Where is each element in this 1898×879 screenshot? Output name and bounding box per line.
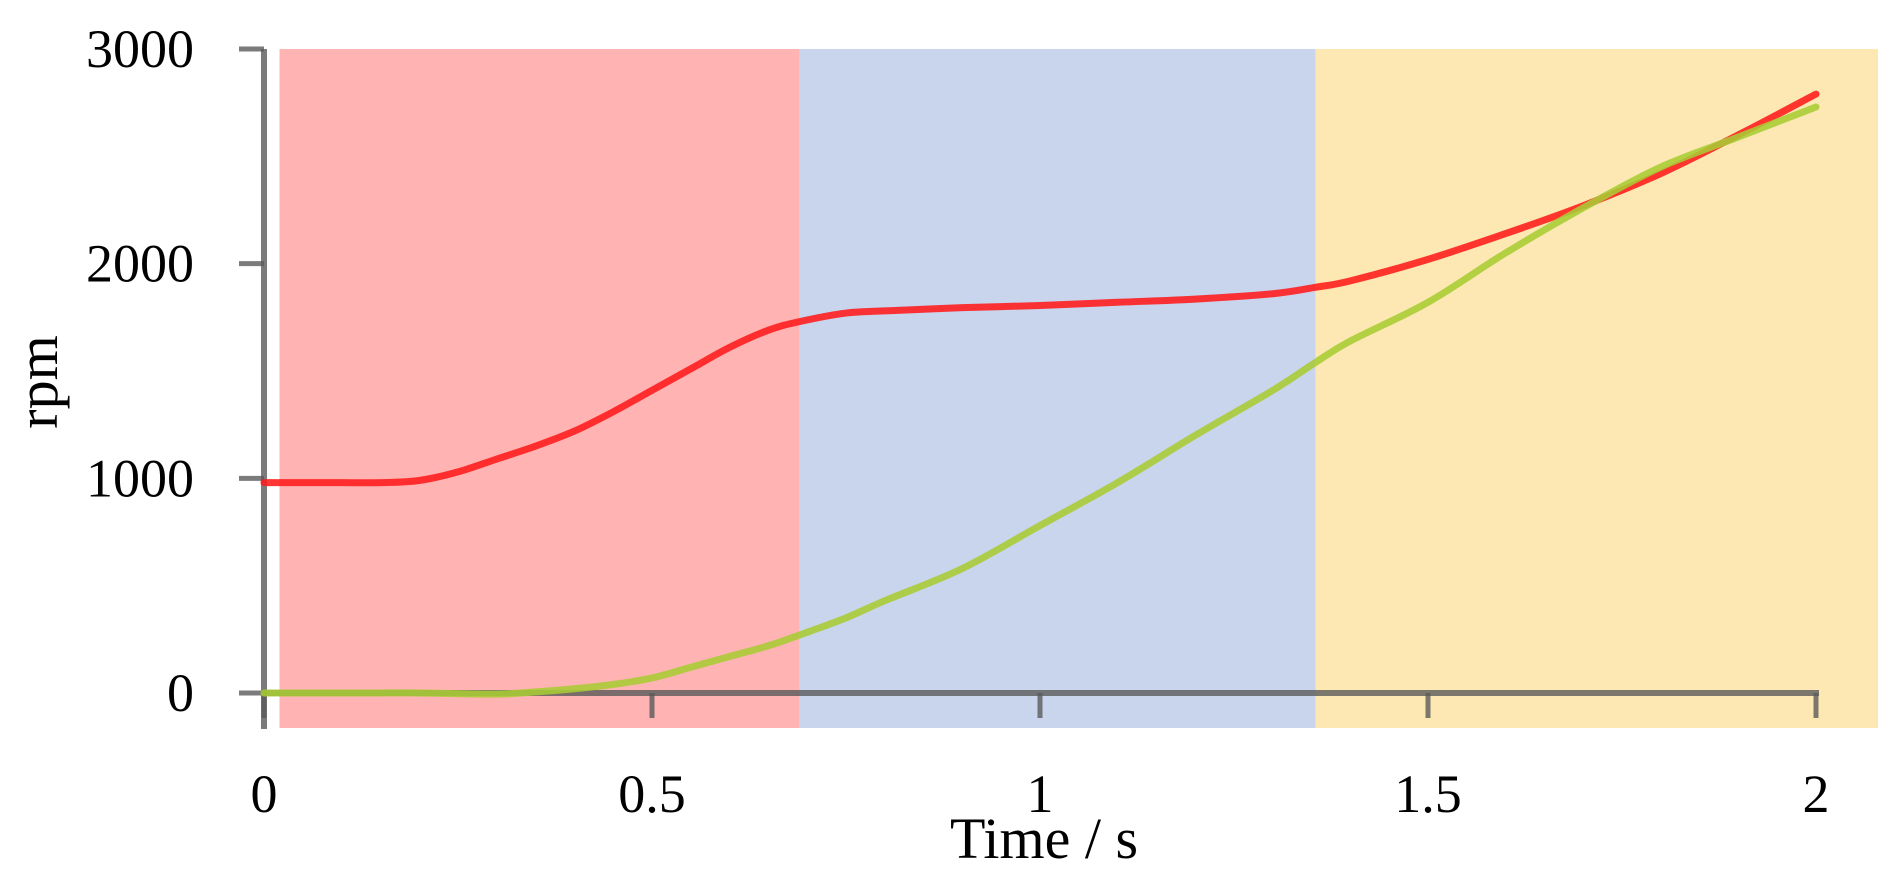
series-layer (260, 90, 1820, 698)
region-1 (279, 49, 800, 728)
labels-layer: 0 1000 2000 3000 0 0.5 1 1.5 2 (86, 19, 1830, 824)
x-axis-title: Time / s (950, 806, 1138, 871)
y-tick-label-3: 3000 (86, 19, 194, 79)
x-tick-label-1: 0.5 (618, 764, 686, 824)
x-tick-label-4: 2 (1803, 764, 1830, 824)
y-tick-label-2: 2000 (86, 234, 194, 294)
regions-layer (279, 49, 1879, 728)
series-line-2 (260, 103, 1820, 698)
y-tick-label-1: 1000 (86, 448, 194, 508)
y-tick-label-0: 0 (167, 663, 194, 723)
region-3 (1315, 49, 1879, 728)
region-2 (799, 49, 1316, 728)
x-tick-label-3: 1.5 (1394, 764, 1462, 824)
series-line-1 (260, 90, 1820, 487)
y-axis-title: rpm (5, 335, 70, 428)
x-tick-label-0: 0 (251, 764, 278, 824)
x-tick-label-2: 1 (1027, 764, 1054, 824)
